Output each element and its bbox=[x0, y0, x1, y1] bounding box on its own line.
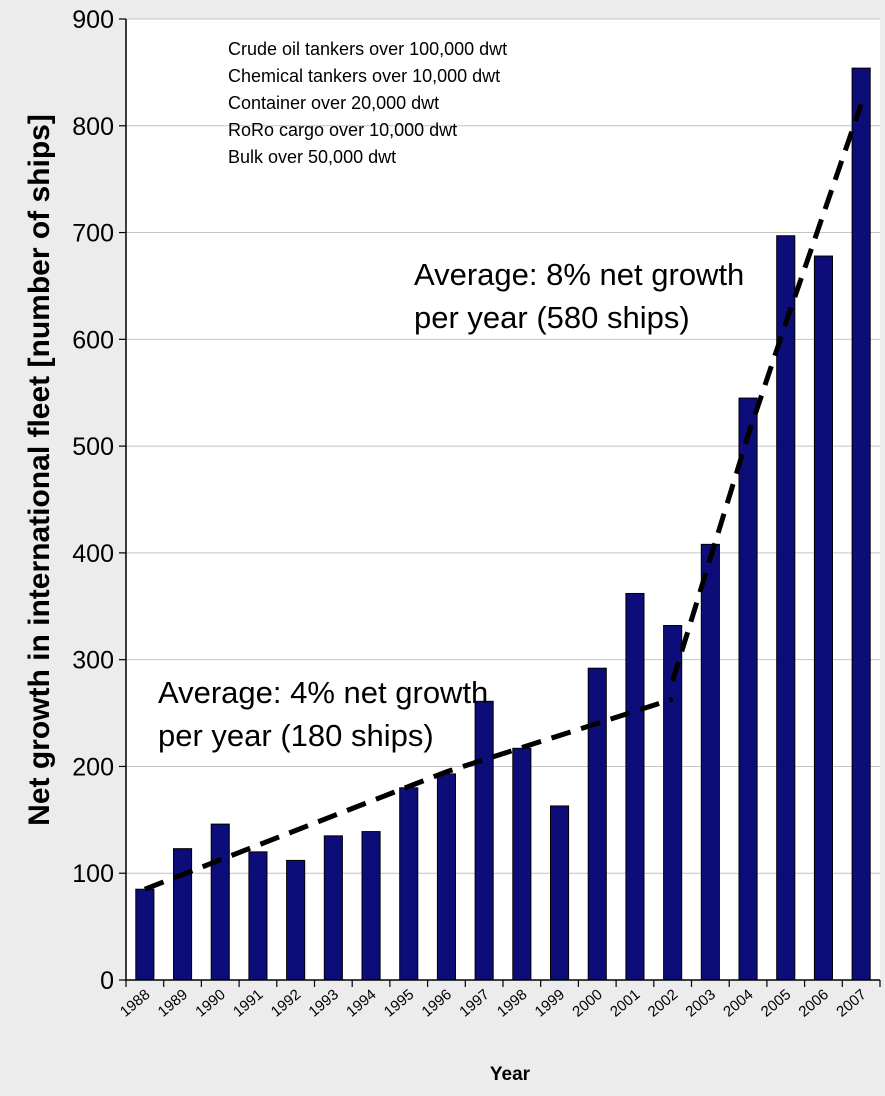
bars bbox=[135, 67, 871, 981]
legend-entry: Container over 20,000 dwt bbox=[228, 93, 439, 113]
bar-1990 bbox=[210, 823, 230, 981]
x-tick-label: 2005 bbox=[758, 986, 794, 1020]
x-tick-label: 2004 bbox=[720, 986, 756, 1020]
bar-1999 bbox=[550, 805, 570, 981]
y-tick-label: 500 bbox=[72, 433, 114, 461]
y-tick-label: 700 bbox=[72, 220, 114, 248]
bar-2003 bbox=[700, 543, 720, 981]
annotation-text: Average: 8% net growth bbox=[414, 257, 744, 292]
bar-1991 bbox=[248, 851, 268, 981]
y-tick-label: 600 bbox=[72, 326, 114, 354]
legend-text: Crude oil tankers over 100,000 dwt Chemic… bbox=[228, 39, 507, 167]
trend-lines bbox=[143, 103, 864, 892]
x-tick-label: 1996 bbox=[419, 986, 455, 1020]
y-tick-labels: 0 100 200 300 400 500 600 700 800 900 bbox=[72, 6, 114, 995]
x-tick-label: 1998 bbox=[494, 986, 530, 1020]
x-tick-label: 1999 bbox=[532, 986, 568, 1020]
y-tick-label: 200 bbox=[72, 753, 114, 781]
x-tick-label: 2003 bbox=[682, 986, 718, 1020]
annotation-text: Average: 4% net growth bbox=[158, 675, 488, 710]
x-tick-label: 1988 bbox=[117, 986, 153, 1020]
bar-2001 bbox=[625, 592, 645, 981]
bar-1994 bbox=[361, 831, 381, 981]
legend-entry: Bulk over 50,000 dwt bbox=[228, 147, 396, 167]
bar-2006 bbox=[813, 255, 833, 981]
x-tick-label: 1994 bbox=[343, 986, 379, 1020]
x-tick-label: 2007 bbox=[833, 986, 869, 1020]
bar-1988 bbox=[135, 888, 155, 981]
axes bbox=[119, 18, 881, 987]
bar-1995 bbox=[399, 787, 419, 981]
x-tick-labels: 1988 1989 1990 1991 1992 1993 1994 1995 1996 1997… bbox=[117, 986, 870, 1020]
y-tick-label: 900 bbox=[72, 6, 114, 34]
x-tick-label: 2002 bbox=[645, 986, 681, 1020]
annotation-text: per year (180 ships) bbox=[158, 718, 434, 753]
bar-2000 bbox=[587, 667, 607, 981]
bar-1993 bbox=[323, 835, 343, 981]
y-tick-label: 300 bbox=[72, 647, 114, 675]
bar-1989 bbox=[173, 848, 193, 981]
x-tick-label: 1997 bbox=[456, 986, 492, 1020]
bar-2007 bbox=[851, 67, 871, 981]
annotation-text: per year (580 ships) bbox=[414, 300, 690, 335]
legend-entry: RoRo cargo over 10,000 dwt bbox=[228, 120, 457, 140]
x-tick-label: 1991 bbox=[230, 986, 266, 1020]
y-tick-label: 100 bbox=[72, 860, 114, 888]
bar-1998 bbox=[512, 747, 532, 981]
y-tick-label: 400 bbox=[72, 540, 114, 568]
x-tick-label: 1989 bbox=[155, 986, 191, 1020]
bar-2004 bbox=[738, 397, 758, 981]
trend-line-late bbox=[670, 103, 864, 682]
x-tick-label: 1993 bbox=[305, 986, 341, 1020]
x-tick-label: 2006 bbox=[796, 986, 832, 1020]
x-tick-label: 2000 bbox=[569, 986, 605, 1020]
y-tick-label: 0 bbox=[100, 967, 114, 995]
y-axis-label: Net growth in international fleet [numbe… bbox=[23, 114, 56, 826]
bar-1997 bbox=[474, 700, 494, 981]
bar-1996 bbox=[436, 773, 456, 981]
annotations: Average: 4% net growth per year (180 ship… bbox=[158, 257, 744, 753]
legend-entry: Crude oil tankers over 100,000 dwt bbox=[228, 39, 507, 59]
legend-entry: Chemical tankers over 10,000 dwt bbox=[228, 66, 500, 86]
x-tick-label: 1990 bbox=[192, 986, 228, 1020]
trend-line-early bbox=[143, 696, 674, 892]
x-tick-label: 1995 bbox=[381, 986, 417, 1020]
y-tick-label: 800 bbox=[72, 113, 114, 141]
x-tick-label: 1992 bbox=[268, 986, 304, 1020]
x-axis-label: Year bbox=[490, 1064, 531, 1085]
x-tick-label: 2001 bbox=[607, 986, 643, 1020]
bar-1992 bbox=[286, 859, 306, 981]
